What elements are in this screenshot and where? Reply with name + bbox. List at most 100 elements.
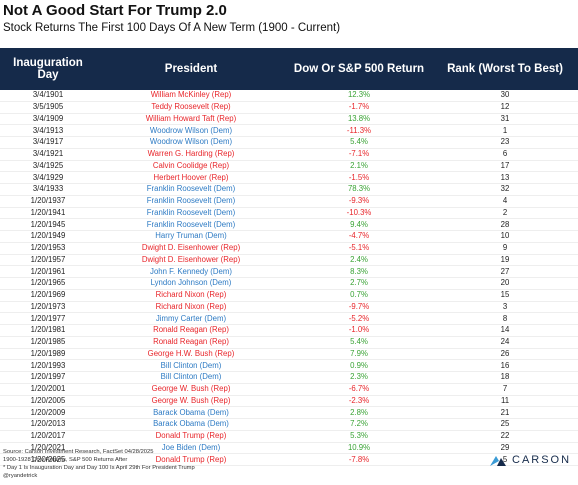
return-cell: 5.3% (286, 430, 432, 443)
return-cell: -11.3% (286, 124, 432, 137)
date-cell: 3/4/1913 (0, 124, 96, 137)
date-cell: 1/20/1997 (0, 371, 96, 384)
rank-cell: 17 (432, 160, 578, 173)
rank-cell: 6 (432, 148, 578, 161)
president-cell: Franklin Roosevelt (Dem) (96, 183, 286, 196)
table-row: 1/20/1977 Jimmy Carter (Dem) -5.2% 8 (0, 312, 578, 325)
president-cell: George W. Bush (Rep) (96, 395, 286, 408)
rank-cell: 27 (432, 265, 578, 278)
date-cell: 1/20/1965 (0, 277, 96, 290)
rank-cell: 18 (432, 371, 578, 384)
table-row: 1/20/1969 Richard Nixon (Rep) 0.7% 15 (0, 289, 578, 302)
date-cell: 1/20/2017 (0, 430, 96, 443)
rank-cell: 15 (432, 289, 578, 302)
date-cell: 1/20/1981 (0, 324, 96, 337)
table-body: 3/4/1901 William McKinley (Rep) 12.3% 30 3/5… (0, 90, 578, 466)
rank-cell: 26 (432, 348, 578, 361)
return-cell: 2.1% (286, 160, 432, 173)
table-row: 1/20/1997 Bill Clinton (Dem) 2.3% 18 (0, 371, 578, 384)
president-cell: William McKinley (Rep) (96, 90, 286, 102)
return-cell: -6.7% (286, 383, 432, 396)
date-cell: 1/20/1961 (0, 265, 96, 278)
return-cell: 2.3% (286, 371, 432, 384)
rank-cell: 7 (432, 383, 578, 396)
table-row: 3/4/1909 William Howard Taft (Rep) 13.8% 31 (0, 113, 578, 126)
footnote: 1900-1928 Dow Returns, S&P 500 Returns A… (3, 457, 128, 463)
return-cell: 9.4% (286, 218, 432, 231)
table-row: 1/20/1981 Ronald Reagan (Rep) -1.0% 14 (0, 324, 578, 337)
return-cell: 0.9% (286, 359, 432, 372)
return-cell: 8.3% (286, 265, 432, 278)
rank-cell: 14 (432, 324, 578, 337)
date-cell: 3/4/1909 (0, 113, 96, 126)
table-row: 1/20/1941 Franklin Roosevelt (Dem) -10.3% 2 (0, 207, 578, 220)
column-header: President (96, 48, 286, 90)
president-cell: Franklin Roosevelt (Dem) (96, 207, 286, 220)
table-row: 1/20/2013 Barack Obama (Dem) 7.2% 25 (0, 418, 578, 431)
date-cell: 1/20/1937 (0, 195, 96, 208)
date-cell: 1/20/1973 (0, 301, 96, 314)
return-cell: -7.8% (286, 453, 432, 466)
date-cell: 1/20/2009 (0, 406, 96, 419)
return-cell: -5.1% (286, 242, 432, 255)
rank-cell: 2 (432, 207, 578, 220)
table-row: 1/20/1957 Dwight D. Eisenhower (Rep) 2.4% 1… (0, 254, 578, 267)
table-row: 1/20/2001 George W. Bush (Rep) -6.7% 7 (0, 383, 578, 396)
footnote: Source: Carson Investment Research, Fact… (3, 449, 154, 455)
president-cell: Joe Biden (Dem) (96, 442, 286, 455)
column-header: Inauguration Day (0, 48, 96, 90)
table-row: 3/4/1933 Franklin Roosevelt (Dem) 78.3% 32 (0, 183, 578, 196)
date-cell: 1/20/1977 (0, 312, 96, 325)
header-row: Inauguration Day President Dow Or S&P 500 … (0, 48, 578, 90)
rank-cell: 4 (432, 195, 578, 208)
president-cell: Herbert Hoover (Rep) (96, 171, 286, 184)
date-cell: 1/20/1957 (0, 254, 96, 267)
president-cell: Woodrow Wilson (Dem) (96, 136, 286, 149)
date-cell: 3/4/1929 (0, 171, 96, 184)
president-cell: Franklin Roosevelt (Dem) (96, 195, 286, 208)
return-cell: 5.4% (286, 136, 432, 149)
return-cell: -9.3% (286, 195, 432, 208)
date-cell: 1/20/1989 (0, 348, 96, 361)
date-cell: 3/4/1925 (0, 160, 96, 173)
table-row: 3/5/1905 Teddy Roosevelt (Rep) -1.7% 12 (0, 101, 578, 114)
president-cell: John F. Kennedy (Dem) (96, 265, 286, 278)
date-cell: 3/5/1905 (0, 101, 96, 114)
president-cell: Richard Nixon (Rep) (96, 301, 286, 314)
table-row: 1/20/1985 Ronald Reagan (Rep) 5.4% 24 (0, 336, 578, 349)
president-cell: Barack Obama (Dem) (96, 418, 286, 431)
logo: CARSON (490, 454, 571, 466)
return-cell: -7.1% (286, 148, 432, 161)
rank-cell: 23 (432, 136, 578, 149)
rank-cell: 29 (432, 442, 578, 455)
date-cell: 3/4/1917 (0, 136, 96, 149)
logo-text: CARSON (512, 454, 572, 466)
table-row: 1/20/2009 Barack Obama (Dem) 2.8% 21 (0, 406, 578, 419)
date-cell: 1/20/1945 (0, 218, 96, 231)
table-row: 1/20/2017 Donald Trump (Rep) 5.3% 22 (0, 430, 578, 443)
president-cell: Richard Nixon (Rep) (96, 289, 286, 302)
table-row: 1/20/2025 Donald Trump (Rep) -7.8% 5 (0, 453, 578, 466)
date-cell: 1/20/1985 (0, 336, 96, 349)
return-cell: 0.7% (286, 289, 432, 302)
table-row: 3/4/1917 Woodrow Wilson (Dem) 5.4% 23 (0, 136, 578, 149)
table-row: 1/20/1949 Harry Truman (Dem) -4.7% 10 (0, 230, 578, 243)
return-cell: 7.2% (286, 418, 432, 431)
president-cell: Donald Trump (Rep) (96, 430, 286, 443)
subtitle: Stock Returns The First 100 Days Of A Ne… (3, 22, 341, 34)
rank-cell: 9 (432, 242, 578, 255)
return-cell: 2.8% (286, 406, 432, 419)
president-cell: George H.W. Bush (Rep) (96, 348, 286, 361)
rank-cell: 10 (432, 230, 578, 243)
footnotes: Source: Carson Investment Research, Fact… (3, 448, 195, 480)
table-row: 1/20/2005 George W. Bush (Rep) -2.3% 11 (0, 395, 578, 408)
president-cell: Bill Clinton (Dem) (96, 359, 286, 372)
rank-cell: 22 (432, 430, 578, 443)
rank-cell: 31 (432, 113, 578, 126)
date-cell: 1/20/1953 (0, 242, 96, 255)
logo-mark (490, 456, 506, 466)
president-cell: Barack Obama (Dem) (96, 406, 286, 419)
return-cell: 13.8% (286, 113, 432, 126)
table-row: 1/20/1973 Richard Nixon (Rep) -9.7% 3 (0, 301, 578, 314)
